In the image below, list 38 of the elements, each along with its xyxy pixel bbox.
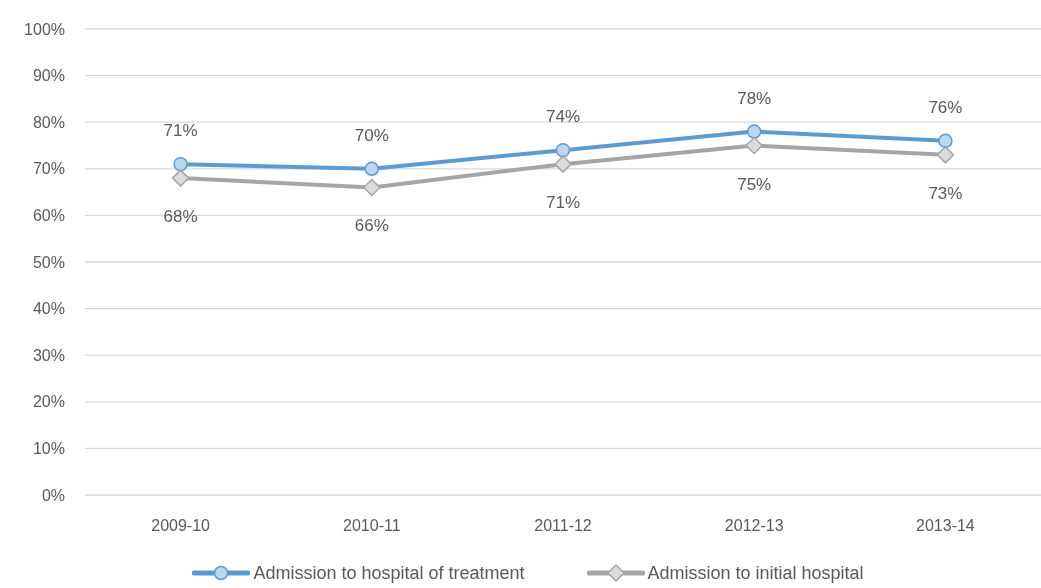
data-label: 66% [354,216,389,236]
data-label: 76% [928,97,963,117]
y-tick-label: 60% [32,207,65,225]
point [173,156,188,172]
point [171,169,190,187]
y-tick-label: 100% [24,20,65,38]
point [936,146,955,164]
point [746,124,762,139]
point [938,133,953,149]
y-tick-label: 40% [32,300,65,318]
x-tick-label: 2010-11 [343,517,401,535]
point [745,136,763,155]
y-tick-label: 80% [32,113,65,131]
x-tick-label: 2011-12 [534,517,592,535]
data-label: 78% [737,88,772,108]
x-tick-label: 2009-10 [151,517,211,535]
data-label: 75% [737,174,772,194]
data-label: 73% [928,183,963,203]
data-label: 71% [163,121,198,141]
legend-label: Admission to hospital of treatment [253,562,525,584]
data-label: 74% [545,107,581,127]
y-tick-label: 30% [32,346,65,364]
point [554,155,572,173]
data-label: 70% [354,125,389,145]
y-tick-label: 90% [32,67,65,85]
data-label: 71% [545,193,581,213]
x-tick-label: 2012-13 [724,517,784,535]
y-tick-label: 10% [32,440,65,458]
point [363,178,381,197]
y-tick-label: 20% [32,393,65,411]
y-tick-label: 0% [41,486,65,504]
data-label: 68% [163,207,198,227]
y-tick-label: 70% [32,160,65,178]
point [364,161,380,177]
y-tick-label: 50% [32,253,65,271]
x-tick-label: 2013-14 [916,517,975,535]
legend-label: Admission to initial hospital [647,562,864,584]
point [555,142,571,158]
